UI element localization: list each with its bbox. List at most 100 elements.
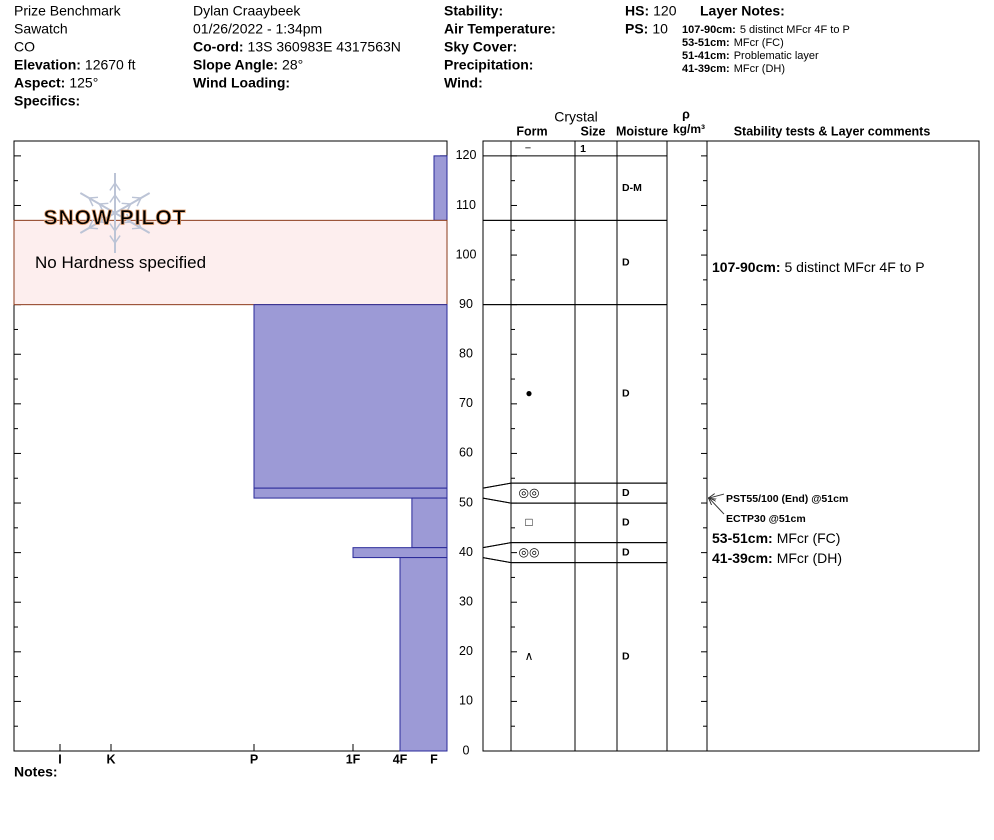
layer-comment-label: 53-51cm: [712, 530, 773, 546]
hardness-bar [253, 487, 448, 499]
header-field: Dylan Craaybeek [193, 3, 301, 19]
column-header: Stability tests & Layer comments [734, 124, 931, 138]
grain-form: ● [525, 386, 532, 400]
y-tick-label: 110 [456, 198, 476, 212]
x-tick-label: 4F [393, 752, 408, 766]
layer-boundary [482, 542, 667, 549]
layer-comment-value: MFcr (FC) [777, 530, 841, 546]
layer-note-label: 53-51cm: [682, 37, 730, 49]
column-header: ρ [682, 107, 690, 121]
layer-note-value: Problematic layer [734, 50, 819, 62]
flake-branch [114, 223, 121, 232]
header-field-value: 28° [282, 57, 303, 73]
column-header: Size [580, 124, 605, 138]
flake-branch [99, 202, 109, 205]
header-field-label: Wind: [444, 75, 483, 91]
moisture: D [622, 487, 630, 499]
stability-test: ECTP30 @51cm [726, 513, 806, 525]
layer-note-label: 107-90cm: [682, 24, 736, 36]
header-field-value: 125° [69, 75, 98, 91]
flake-branch [98, 203, 104, 213]
x-tick-label: I [58, 752, 61, 766]
column-header: Form [516, 124, 547, 138]
header-field-label: PS: [625, 21, 648, 37]
header-field-value: 120 [653, 3, 677, 19]
header-field-label: HS: [625, 3, 649, 19]
stability-test: PST55/100 (End) @51cm [726, 493, 848, 505]
layer-comment-label: 107-90cm: [712, 259, 781, 275]
header-field-value: 12670 ft [85, 57, 136, 73]
layer-table-frame [482, 140, 980, 752]
grain-form: ◎◎ [519, 545, 540, 559]
flake-branch [131, 227, 142, 230]
grain-form: − [525, 142, 531, 154]
y-tick-label: 120 [456, 148, 477, 162]
header-field-value: 13S 360983E 4317563N [248, 39, 401, 55]
y-tick-label: 30 [459, 595, 473, 609]
header-field-label: Stability: [444, 3, 503, 19]
x-tick-label: 1F [346, 752, 361, 766]
no-hardness-label: No Hardness specified [35, 253, 206, 272]
x-tick-label: P [250, 752, 258, 766]
column-header: kg/m³ [673, 122, 705, 136]
header-field: 01/26/2022 - 1:34pm [193, 21, 322, 37]
flake-branch [98, 213, 104, 223]
flake-arm [79, 192, 116, 214]
header-field: Sawatch [14, 21, 68, 37]
flake-branch [88, 196, 99, 199]
hardness-bar [433, 155, 448, 221]
layer-comment-value: MFcr (DH) [777, 550, 842, 566]
hardness-bar [253, 304, 448, 489]
grain-form: ∧ [525, 649, 534, 663]
flake-branch [109, 235, 116, 244]
flake-branch [126, 213, 132, 223]
y-tick-label: 70 [459, 396, 473, 410]
x-tick-label: K [106, 752, 115, 766]
y-tick-label: 10 [459, 694, 473, 708]
layer-notes-title: Layer Notes: [700, 3, 785, 19]
flake-branch [109, 223, 116, 232]
header-field-label: Precipitation: [444, 57, 533, 73]
flake-branch [126, 203, 132, 213]
layer-note-value: MFcr (FC) [734, 37, 784, 49]
flake-arm [79, 212, 116, 234]
flake-branch [136, 197, 142, 207]
y-tick-label: 60 [459, 446, 473, 460]
y-tick-label: 80 [459, 347, 473, 361]
column-header: Crystal [554, 109, 598, 125]
y-tick-label: 0 [463, 743, 470, 757]
flake-branch [109, 194, 116, 203]
layer-note-label: 41-39cm: [682, 63, 730, 75]
layer-boundary [482, 497, 667, 504]
flake-arm [114, 212, 151, 234]
header-field: CO [14, 39, 35, 55]
grain-form: □ [525, 515, 532, 529]
table-column-lines [510, 141, 708, 751]
header-field-label: Sky Cover: [444, 39, 517, 55]
header-field-label: Wind Loading: [193, 75, 290, 91]
y-tick-label: 90 [459, 297, 473, 311]
header-field-label: Slope Angle: [193, 57, 278, 73]
layer-note-value: MFcr (DH) [734, 63, 785, 75]
y-tick-label: 40 [459, 545, 473, 559]
no-hardness-layer [13, 219, 448, 306]
flake-arm [114, 192, 151, 214]
header-field-label: Specifics: [14, 93, 80, 109]
hardness-bar [352, 547, 448, 559]
x-tick-label: F [430, 752, 438, 766]
flake-branch [114, 235, 121, 244]
notes-label: Notes: [14, 764, 58, 780]
moisture: D [622, 651, 630, 663]
y-tick-label: 100 [456, 247, 477, 261]
flake-branch [121, 221, 131, 224]
moisture: D [622, 256, 630, 268]
moisture: D [622, 546, 630, 558]
flake-branch [131, 196, 142, 199]
layer-note-value: 5 distinct MFcr 4F to P [740, 24, 850, 36]
header-field-label: Co-ord: [193, 39, 244, 55]
layer-note-label: 51-41cm: [682, 50, 730, 62]
flake-branch [114, 194, 121, 203]
flake-branch [88, 197, 94, 207]
